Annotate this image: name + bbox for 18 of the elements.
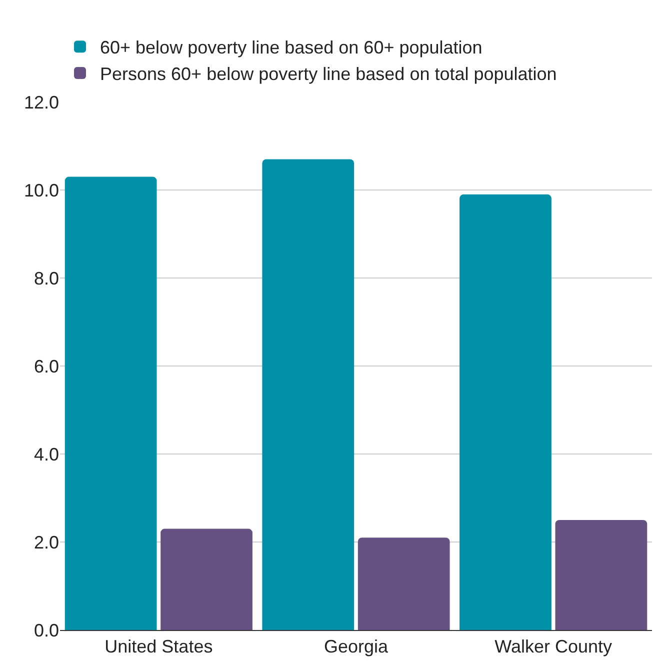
x-tick-label: Walker County bbox=[494, 636, 612, 657]
bar bbox=[358, 538, 450, 630]
bar bbox=[460, 194, 552, 630]
legend-label: 60+ below poverty line based on 60+ population bbox=[100, 38, 482, 58]
bar bbox=[160, 528, 252, 630]
y-tick-label: 10.0 bbox=[24, 180, 59, 200]
bar bbox=[64, 176, 157, 630]
y-tick-label: 6.0 bbox=[34, 356, 59, 376]
y-tick-label: 0.0 bbox=[34, 620, 59, 640]
legend-label: Persons 60+ below poverty line based on total population bbox=[100, 64, 557, 84]
x-tick-label: United States bbox=[104, 636, 213, 657]
bar bbox=[555, 520, 648, 630]
y-tick-label: 12.0 bbox=[24, 92, 59, 112]
x-tick-label: Georgia bbox=[324, 636, 390, 657]
y-tick-label: 8.0 bbox=[34, 268, 59, 288]
y-tick-label: 2.0 bbox=[34, 532, 59, 552]
bar bbox=[262, 159, 354, 630]
y-tick-label: 4.0 bbox=[34, 444, 59, 464]
